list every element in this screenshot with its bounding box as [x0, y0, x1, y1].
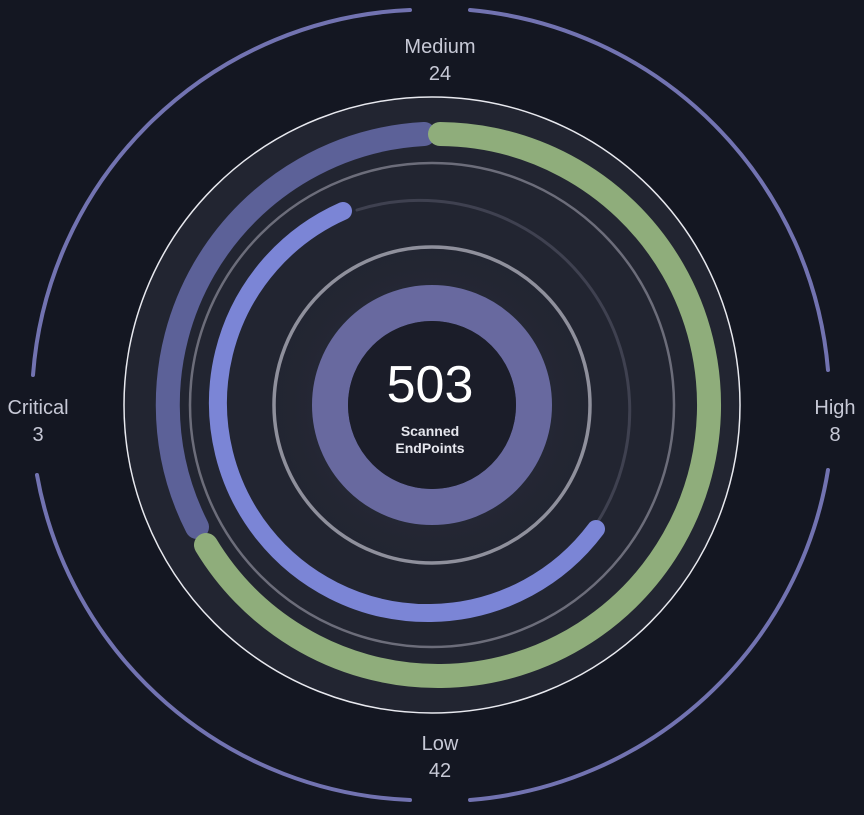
- severity-count: 3: [32, 424, 44, 446]
- severity-name: Medium: [404, 36, 476, 58]
- severity-name: Critical: [7, 397, 69, 419]
- track-ring-outer: [188, 161, 676, 649]
- caption-line-2: EndPoints: [395, 440, 465, 456]
- center-ring: [312, 285, 552, 525]
- outer-ring-arc-bottom-left: [35, 473, 412, 802]
- progress-track: [355, 198, 632, 525]
- center-hole: [348, 321, 516, 489]
- scanned-endpoints-total: 503: [386, 356, 474, 414]
- segment-arc-green: [194, 122, 722, 688]
- severity-count: 8: [829, 424, 841, 446]
- outer-ring-arc-top-left: [31, 8, 412, 377]
- severity-count: 24: [428, 63, 452, 85]
- severity-name: High: [814, 397, 856, 419]
- severity-count: 42: [428, 760, 452, 782]
- severity-label-medium: Medium 24: [390, 34, 490, 88]
- segment-arc-purple: [155, 122, 436, 539]
- progress-arc: [208, 202, 605, 623]
- severity-label-low: Low 42: [390, 731, 490, 785]
- severity-name: Low: [421, 733, 459, 755]
- caption-line-1: Scanned: [400, 423, 460, 439]
- scanned-endpoints-caption: Scanned EndPoints: [330, 423, 530, 457]
- outer-ring-arc-bottom-right: [468, 468, 830, 802]
- severity-label-critical: Critical 3: [0, 395, 88, 449]
- outer-ring-arc-top-right: [468, 8, 830, 372]
- severity-label-high: High 8: [785, 395, 864, 449]
- track-ring-inner: [272, 245, 592, 565]
